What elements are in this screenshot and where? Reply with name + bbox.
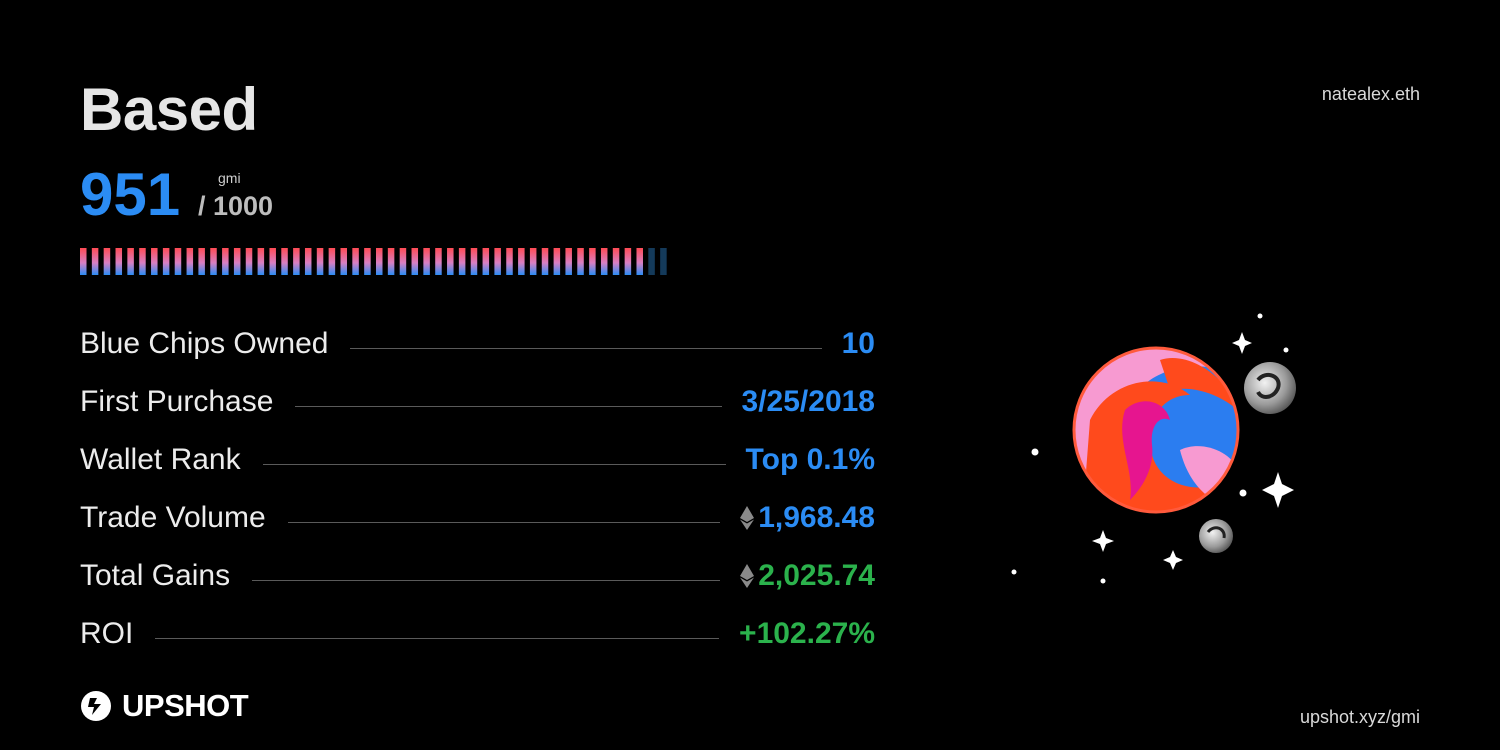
- score-bar-tick-filled: [589, 248, 596, 275]
- score-bar-tick-filled: [139, 248, 146, 275]
- score-bar-tick-filled: [186, 248, 194, 275]
- stat-value: 10: [842, 327, 875, 361]
- stat-value-text: 3/25/2018: [741, 385, 875, 418]
- score-bar-tick-filled: [399, 248, 407, 275]
- score-bar-tick-filled: [222, 248, 229, 275]
- score-bar-tick-filled: [411, 248, 419, 275]
- stat-value-text: 1,968.48: [758, 501, 875, 534]
- score-bar-tick-filled: [210, 248, 217, 275]
- stat-value: +102.27%: [739, 617, 875, 651]
- score-bar-tick-filled: [518, 248, 525, 275]
- sparkles: [1011, 313, 1294, 584]
- stat-label: Trade Volume: [80, 501, 266, 534]
- score-bar-tick-empty: [648, 248, 655, 275]
- score-bar-tick-filled: [281, 248, 288, 275]
- rank-title: Based: [80, 76, 258, 143]
- score-bar-tick-filled: [376, 248, 383, 275]
- score-bar-tick-filled: [494, 248, 501, 275]
- score-bar-tick-filled: [233, 248, 241, 275]
- score-bar-tick-filled: [245, 248, 253, 275]
- upshot-logo[interactable]: UPSHOT: [80, 688, 249, 724]
- score-bar-tick-filled: [304, 248, 312, 275]
- score-bar-tick-filled: [316, 248, 324, 275]
- stat-value-text: +102.27%: [739, 617, 875, 650]
- stat-row: Wallet Rank Top 0.1%: [80, 431, 875, 489]
- stat-row: ROI +102.27%: [80, 605, 875, 663]
- moon-large: [1244, 362, 1296, 414]
- stat-row: Total Gains 2,025.74: [80, 547, 875, 605]
- planet-illustration: [1011, 313, 1296, 584]
- score-bar-tick-filled: [541, 248, 549, 275]
- score-bar-tick-filled: [364, 248, 371, 275]
- score-bar-tick-filled: [577, 248, 584, 275]
- score-progress-bar: [80, 248, 667, 275]
- score-bar-tick-filled: [553, 248, 561, 275]
- stat-leader-line: [262, 463, 726, 465]
- score-bar-tick-filled: [115, 248, 123, 275]
- ethereum-icon: [740, 506, 755, 530]
- score-bar-tick-filled: [565, 248, 572, 275]
- score-bar-tick-filled: [506, 248, 513, 275]
- stat-value: Top 0.1%: [746, 443, 875, 477]
- score-bar-tick-filled: [435, 248, 442, 275]
- score-bar-tick-filled: [127, 248, 134, 275]
- score-bar-tick-filled: [328, 248, 336, 275]
- stat-value-text: 10: [841, 327, 875, 360]
- score-bar-tick-filled: [151, 248, 158, 275]
- score-bar-tick-filled: [293, 248, 300, 275]
- score-bar-tick-filled: [162, 248, 170, 275]
- score-max: / 1000: [198, 191, 274, 221]
- stat-row: First Purchase 3/25/2018: [80, 373, 875, 431]
- score-bar-tick-filled: [257, 248, 265, 275]
- score-bar-tick-filled: [612, 248, 620, 275]
- score-bar-tick-filled: [529, 248, 537, 275]
- score-bar-tick-filled: [103, 248, 111, 275]
- stat-value: 2,025.74: [740, 559, 875, 593]
- score-bar-tick-filled: [447, 248, 454, 275]
- ethereum-icon: [740, 564, 755, 588]
- stat-label: Blue Chips Owned: [80, 327, 329, 360]
- stat-label: Total Gains: [80, 559, 231, 592]
- wallet-username: natealex.eth: [1321, 84, 1420, 104]
- moon-small: [1199, 519, 1233, 553]
- stat-value-text: Top 0.1%: [745, 443, 875, 476]
- score-bar-tick-filled: [340, 248, 347, 275]
- score-bar-tick-filled: [91, 248, 99, 275]
- stat-row: Blue Chips Owned 10: [80, 315, 875, 373]
- stat-leader-line: [295, 405, 722, 407]
- score-bar-tick-empty: [660, 248, 667, 275]
- footer-url[interactable]: upshot.xyz/gmi: [1299, 707, 1420, 727]
- score-bar-tick-filled: [198, 248, 205, 275]
- score-bar-tick-filled: [624, 248, 632, 275]
- score-bar-tick-filled: [269, 248, 276, 275]
- stat-value: 3/25/2018: [742, 385, 875, 419]
- score-bar-tick-filled: [387, 248, 395, 275]
- score-bar-tick-filled: [470, 248, 478, 275]
- score-bar-tick-filled: [458, 248, 466, 275]
- stat-label: ROI: [80, 617, 134, 650]
- score-bar-tick-filled: [482, 248, 490, 275]
- upshot-logo-icon: [81, 691, 111, 721]
- stat-value: 1,968.48: [740, 501, 875, 535]
- stats-list: Blue Chips Owned 10 First Purchase 3/25/201…: [80, 315, 875, 663]
- stat-row: Trade Volume 1,968.48: [80, 489, 875, 547]
- stat-leader-line: [287, 521, 721, 523]
- stat-value-text: 2,025.74: [758, 559, 875, 592]
- stat-leader-line: [252, 579, 721, 581]
- score-value: 951: [80, 161, 181, 228]
- stat-leader-line: [350, 347, 822, 349]
- score-bar-tick-filled: [636, 248, 643, 275]
- score-bar-tick-filled: [423, 248, 430, 275]
- score-bar-tick-filled: [174, 248, 182, 275]
- score-bar-tick-filled: [600, 248, 608, 275]
- score-bar-tick-filled: [80, 248, 87, 275]
- brand-name: UPSHOT: [122, 688, 249, 723]
- stat-label: Wallet Rank: [80, 443, 241, 476]
- stat-leader-line: [155, 637, 720, 639]
- stat-label: First Purchase: [80, 385, 274, 418]
- score-bar-tick-filled: [352, 248, 359, 275]
- score-unit: gmi: [218, 170, 241, 186]
